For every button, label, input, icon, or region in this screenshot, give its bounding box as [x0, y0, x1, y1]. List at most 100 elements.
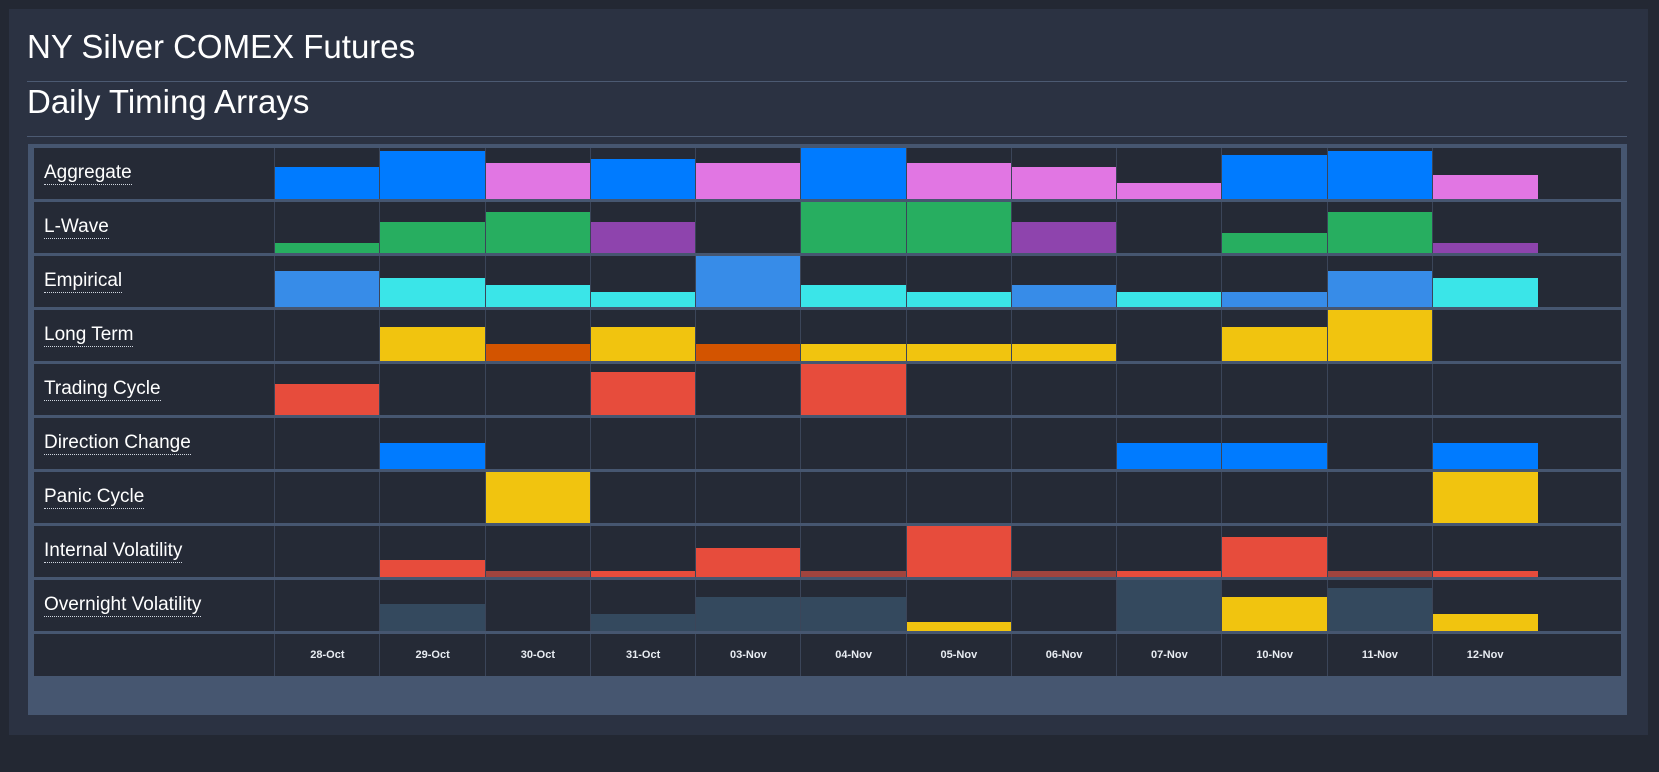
- x-tick-label: 28-Oct: [310, 649, 345, 661]
- bar-long-term: [1222, 327, 1327, 361]
- cell-10-Nov: [1221, 580, 1327, 631]
- bar-overnight-volatility: [590, 614, 696, 631]
- cell-29-Oct: [379, 472, 485, 523]
- row-label-cell: Trading Cycle: [34, 364, 288, 415]
- bar-internal-volatility: [1011, 571, 1117, 577]
- axis-cell: 12-Nov: [1431, 634, 1538, 676]
- cell-10-Nov: [1221, 202, 1327, 253]
- x-tick-label: 12-Nov: [1466, 649, 1504, 661]
- row-aggregate: Aggregate: [34, 148, 1621, 199]
- bar-empirical: [1432, 278, 1538, 307]
- cell-11-Nov: [1326, 202, 1433, 253]
- cell-04-Nov: [800, 580, 906, 631]
- cell-03-Nov: [695, 526, 801, 577]
- cell-03-Nov: [695, 580, 801, 631]
- bar-overnight-volatility: [1432, 614, 1538, 631]
- cell-31-Oct: [589, 472, 696, 523]
- x-tick-label: 03-Nov: [730, 649, 767, 661]
- row-label-link[interactable]: Long Term: [44, 323, 134, 347]
- row-internal-volatility: Internal Volatility: [34, 526, 1621, 577]
- bar-empirical: [1327, 271, 1433, 307]
- cell-31-Oct: [589, 526, 696, 577]
- row-empirical: Empirical: [34, 256, 1621, 307]
- cell-31-Oct: [589, 256, 696, 307]
- cell-30-Oct: [484, 202, 591, 253]
- row-label-link[interactable]: Empirical: [44, 269, 123, 293]
- axis-cell: 10-Nov: [1221, 634, 1327, 676]
- row-label-cell: Panic Cycle: [34, 472, 288, 523]
- cell-11-Nov: [1326, 310, 1433, 361]
- title-divider: [27, 81, 1627, 82]
- x-tick-label: 29-Oct: [415, 649, 450, 661]
- bar-long-term: [1327, 310, 1433, 361]
- cell-29-Oct: [379, 364, 485, 415]
- cell-05-Nov: [905, 256, 1012, 307]
- bar-empirical: [590, 292, 696, 307]
- row-label-link[interactable]: Direction Change: [44, 431, 191, 455]
- cell-07-Nov: [1116, 580, 1222, 631]
- row-label-cell: Overnight Volatility: [34, 580, 288, 631]
- cell-11-Nov: [1326, 364, 1433, 415]
- cell-29-Oct: [379, 202, 485, 253]
- timing-array-chart: Aggregate L-Wave Empirical Long Term Trading…: [28, 144, 1627, 715]
- bar-overnight-volatility: [801, 597, 906, 631]
- x-tick-label: 30-Oct: [520, 649, 555, 661]
- cell-31-Oct: [589, 310, 696, 361]
- cell-07-Nov: [1116, 526, 1222, 577]
- cell-05-Nov: [905, 202, 1012, 253]
- cell-06-Nov: [1010, 418, 1117, 469]
- cell-06-Nov: [1010, 580, 1117, 631]
- axis-cell: 30-Oct: [484, 634, 591, 676]
- cell-03-Nov: [695, 418, 801, 469]
- cell-05-Nov: [905, 526, 1012, 577]
- cell-30-Oct: [484, 148, 591, 199]
- row-label-link[interactable]: Aggregate: [44, 161, 132, 185]
- bar-aggregate: [1432, 175, 1538, 199]
- bar-aggregate: [1222, 155, 1327, 199]
- bar-overnight-volatility: [696, 597, 801, 631]
- axis-cell: 06-Nov: [1010, 634, 1117, 676]
- bar-l-wave: [1011, 222, 1117, 253]
- row-label-link[interactable]: Trading Cycle: [44, 377, 161, 401]
- row-label-link[interactable]: Internal Volatility: [44, 539, 183, 563]
- x-tick-label: 10-Nov: [1256, 649, 1293, 661]
- bar-overnight-volatility: [906, 622, 1012, 631]
- bar-long-term: [906, 344, 1012, 361]
- bar-aggregate: [906, 163, 1012, 199]
- cell-05-Nov: [905, 364, 1012, 415]
- cell-11-Nov: [1326, 472, 1433, 523]
- bar-overnight-volatility: [1117, 580, 1222, 631]
- bar-internal-volatility: [485, 571, 591, 577]
- cell-11-Nov: [1326, 256, 1433, 307]
- cell-28-Oct: [274, 310, 380, 361]
- row-label-link[interactable]: L-Wave: [44, 215, 109, 239]
- cell-29-Oct: [379, 580, 485, 631]
- row-label-link[interactable]: Panic Cycle: [44, 485, 145, 509]
- row-label-cell: L-Wave: [34, 202, 288, 253]
- cell-06-Nov: [1010, 202, 1117, 253]
- cell-10-Nov: [1221, 148, 1327, 199]
- cell-06-Nov: [1010, 472, 1117, 523]
- cell-11-Nov: [1326, 148, 1433, 199]
- row-label-link[interactable]: Overnight Volatility: [44, 593, 202, 617]
- cell-07-Nov: [1116, 202, 1222, 253]
- cell-12-Nov: [1431, 364, 1538, 415]
- cell-05-Nov: [905, 148, 1012, 199]
- cell-12-Nov: [1431, 148, 1538, 199]
- bar-l-wave: [1222, 233, 1327, 253]
- x-tick-label: 07-Nov: [1151, 649, 1188, 661]
- bar-overnight-volatility: [380, 604, 485, 631]
- x-tick-label: 11-Nov: [1361, 649, 1398, 661]
- cell-03-Nov: [695, 256, 801, 307]
- cell-12-Nov: [1431, 472, 1538, 523]
- x-tick-label: 05-Nov: [940, 649, 978, 661]
- cell-03-Nov: [695, 148, 801, 199]
- bar-internal-volatility: [1222, 537, 1327, 577]
- bar-direction-change: [380, 443, 485, 469]
- bar-empirical: [1222, 292, 1327, 307]
- cell-30-Oct: [484, 472, 591, 523]
- row-trading-cycle: Trading Cycle: [34, 364, 1621, 415]
- row-panic-cycle: Panic Cycle: [34, 472, 1621, 523]
- bar-l-wave: [590, 222, 696, 253]
- bar-aggregate: [1117, 183, 1222, 199]
